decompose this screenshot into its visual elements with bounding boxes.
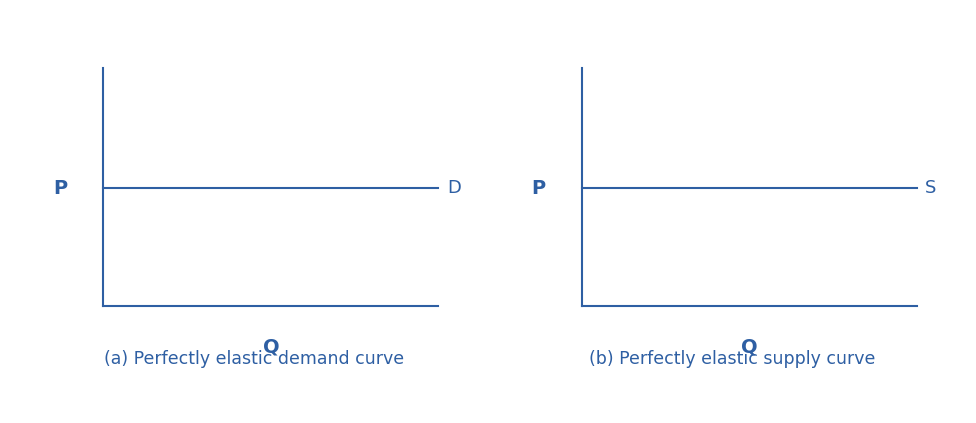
Text: (a) Perfectly elastic demand curve: (a) Perfectly elastic demand curve	[103, 350, 404, 368]
Text: P: P	[532, 179, 546, 198]
Text: P: P	[54, 179, 67, 198]
Text: S: S	[925, 179, 937, 197]
Text: Q: Q	[741, 338, 757, 356]
Text: D: D	[447, 179, 461, 197]
Text: (b) Perfectly elastic supply curve: (b) Perfectly elastic supply curve	[589, 350, 875, 368]
Text: Q: Q	[263, 338, 279, 356]
